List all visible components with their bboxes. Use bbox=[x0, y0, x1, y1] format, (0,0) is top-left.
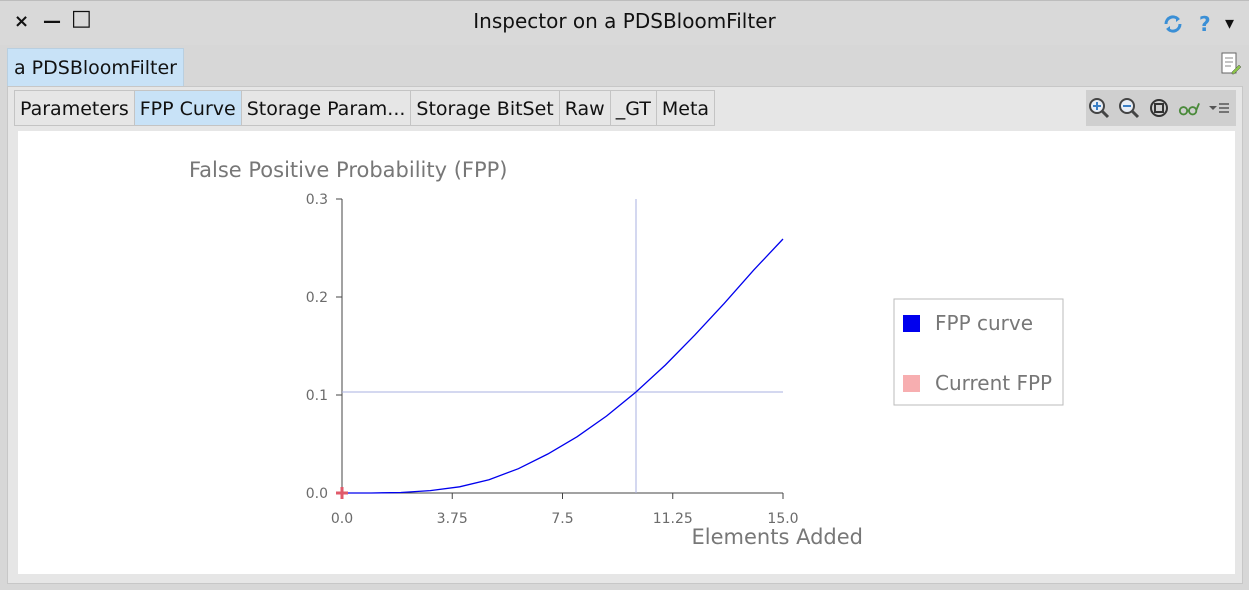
tab-meta[interactable]: Meta bbox=[656, 90, 716, 126]
tab-storage-params[interactable]: Storage Param... bbox=[241, 90, 412, 126]
fpp-curve-line bbox=[342, 238, 784, 494]
window-titlebar: × — □ Inspector on a PDSBloomFilter ? ▾ bbox=[0, 0, 1249, 45]
zoom-in-icon[interactable] bbox=[1088, 97, 1110, 119]
tab-gt[interactable]: _GT bbox=[610, 90, 657, 126]
x-tick-label: 0.0 bbox=[331, 511, 353, 527]
close-icon[interactable]: × bbox=[14, 11, 30, 32]
edit-page-icon[interactable] bbox=[1221, 52, 1242, 76]
chart-area: False Positive Probability (FPP) 0.0 0.1 0.… bbox=[18, 131, 1235, 574]
window-menu-icon[interactable]: ▾ bbox=[1225, 13, 1235, 34]
view-tabs: Parameters FPP Curve Storage Param... St… bbox=[14, 90, 716, 126]
chart-title: False Positive Probability (FPP) bbox=[189, 158, 508, 182]
fpp-chart: False Positive Probability (FPP) 0.0 0.1 0.… bbox=[189, 158, 1064, 549]
glasses-icon[interactable] bbox=[1178, 97, 1200, 119]
legend-label-fpp-curve: FPP curve bbox=[935, 311, 1033, 335]
zoom-fit-icon[interactable] bbox=[1148, 97, 1170, 119]
y-tick-label: 0.1 bbox=[306, 388, 328, 404]
x-tick-label: 15.0 bbox=[767, 511, 798, 527]
legend-label-current-fpp: Current FPP bbox=[935, 371, 1052, 395]
object-tab[interactable]: a PDSBloomFilter bbox=[7, 48, 184, 86]
maximize-icon[interactable]: □ bbox=[71, 6, 92, 31]
window-title: Inspector on a PDSBloomFilter bbox=[473, 9, 776, 33]
inspector-pane: Parameters FPP Curve Storage Param... St… bbox=[7, 86, 1243, 584]
legend-swatch-current-fpp bbox=[903, 375, 920, 392]
legend-swatch-fpp-curve bbox=[903, 315, 920, 332]
y-tick-label: 0.3 bbox=[306, 192, 328, 208]
x-tick-label: 11.25 bbox=[653, 511, 693, 527]
legend-box bbox=[893, 298, 1064, 406]
x-axis-label: Elements Added bbox=[692, 525, 863, 549]
menu-icon[interactable] bbox=[1208, 97, 1230, 119]
help-icon[interactable]: ? bbox=[1199, 12, 1211, 36]
x-tick-label: 7.5 bbox=[551, 511, 573, 527]
object-tab-row: a PDSBloomFilter bbox=[0, 44, 1249, 86]
x-tick-label: 3.75 bbox=[437, 511, 468, 527]
view-toolbar bbox=[1086, 90, 1236, 126]
minimize-icon[interactable]: — bbox=[43, 11, 61, 32]
refresh-icon[interactable] bbox=[1162, 13, 1184, 39]
tab-parameters[interactable]: Parameters bbox=[14, 90, 135, 126]
zoom-out-icon[interactable] bbox=[1118, 97, 1140, 119]
y-tick-label: 0.2 bbox=[306, 290, 328, 306]
tab-fpp-curve[interactable]: FPP Curve bbox=[134, 90, 242, 126]
y-tick-label: 0.0 bbox=[306, 486, 328, 502]
tab-storage-bitset[interactable]: Storage BitSet bbox=[411, 90, 560, 126]
tab-raw[interactable]: Raw bbox=[559, 90, 611, 126]
